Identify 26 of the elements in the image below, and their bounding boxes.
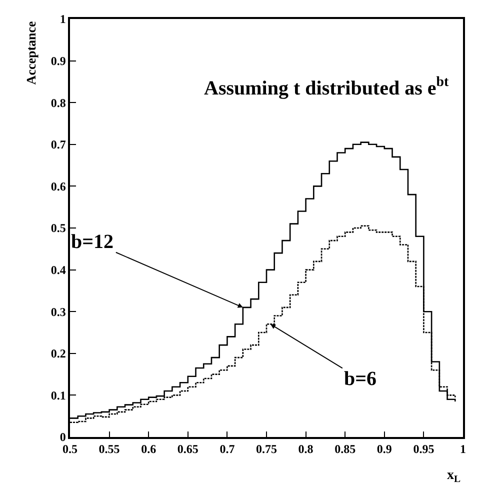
y-tick-label: 0.1 bbox=[50, 388, 66, 402]
x-tick-label: 0.95 bbox=[413, 442, 434, 456]
y-tick-label: 0.4 bbox=[50, 263, 66, 277]
y-tick-label: 0.2 bbox=[50, 346, 66, 361]
y-tick-label: 0.8 bbox=[50, 96, 66, 110]
y-tick-label: 0.9 bbox=[50, 54, 66, 68]
x-tick-label: 0.65 bbox=[177, 442, 198, 456]
x-tick-label: 0.6 bbox=[141, 442, 156, 456]
x-tick-label: 1 bbox=[460, 442, 466, 456]
x-tick-label: 0.75 bbox=[256, 442, 277, 456]
y-tick-label: 1 bbox=[60, 12, 66, 26]
y-tick-label: 0.7 bbox=[50, 138, 66, 152]
y-axis-title: Acceptance bbox=[24, 20, 39, 85]
annotation: b=12 bbox=[71, 231, 114, 253]
x-tick-label: 0.55 bbox=[98, 442, 120, 456]
x-tick-label: 0.8 bbox=[298, 442, 314, 456]
x-tick-label: 0.85 bbox=[334, 442, 356, 456]
y-tick-label: 0.3 bbox=[50, 304, 66, 319]
y-tick-label: 0.6 bbox=[50, 179, 66, 194]
x-tick-label: 0.7 bbox=[220, 442, 235, 456]
x-axis-title: x$_{L}$ bbox=[447, 468, 461, 485]
y-tick-label: 0 bbox=[60, 430, 66, 444]
text: Assuming t distributed as e$^{bt}$ bbox=[204, 75, 450, 100]
y-tick-label: 0.5 bbox=[50, 221, 66, 236]
annotation: b=6 bbox=[344, 368, 377, 390]
x-tick-label: 0.9 bbox=[376, 442, 392, 456]
